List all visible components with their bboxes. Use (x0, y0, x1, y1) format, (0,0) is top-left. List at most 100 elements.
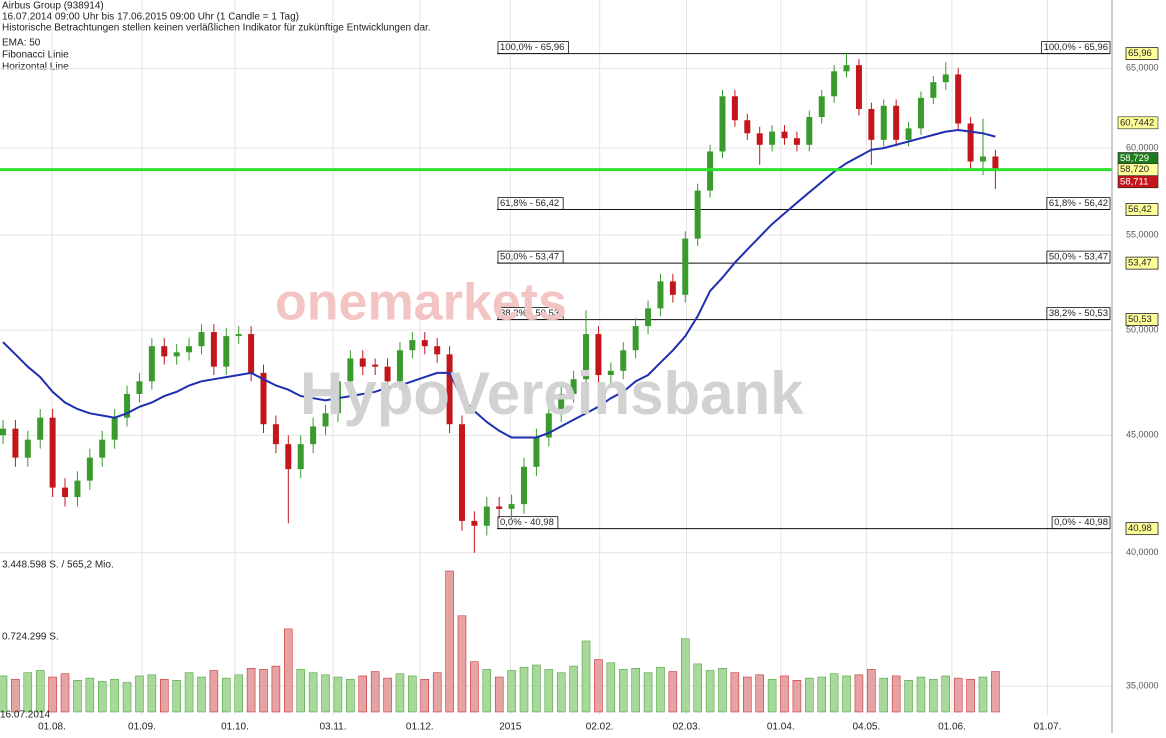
candle-body (86, 457, 93, 481)
candle-body (793, 138, 800, 145)
candle-body (955, 74, 962, 124)
candle-body (917, 97, 924, 129)
volume-bar (966, 678, 975, 713)
candle-body (868, 108, 875, 140)
axis-box (1125, 47, 1159, 61)
candle-body (632, 326, 639, 351)
volume-bar (519, 666, 529, 713)
volume-bar (730, 672, 740, 713)
fibonacci-label: 50,0% - 53,47 (1049, 252, 1108, 263)
candle-body (310, 426, 317, 445)
legend-ema: EMA: 50 (2, 38, 41, 49)
volume-label: 3.448.598 S. / 565,2 Mio. (2, 560, 114, 571)
candle-body (24, 439, 31, 458)
candle-body (843, 65, 850, 72)
candle-body (421, 340, 428, 347)
x-tick-label: 01.06. (938, 722, 966, 733)
candle-body (694, 190, 701, 239)
price-marker-label: 60,7442 (1120, 117, 1154, 128)
volume-bar (891, 675, 901, 713)
volume-bar (296, 669, 305, 713)
fibonacci-label-box (497, 250, 564, 264)
candle-body (831, 71, 838, 97)
watermark: HypoVereinsbank (300, 360, 804, 427)
candle-body (0, 428, 6, 436)
volume-bar (246, 668, 256, 713)
volume-bar (780, 675, 789, 713)
volume-bar (929, 678, 938, 713)
fibonacci-label-box (497, 516, 559, 530)
candle-body (719, 96, 726, 152)
fibonacci-label: 0,0% - 40,98 (1054, 517, 1108, 528)
y-tick-label: 45,0000 (1126, 430, 1159, 440)
candle-body (682, 238, 689, 295)
legend-horizontal: Horizontal Line (2, 62, 69, 73)
candle-body (545, 413, 552, 438)
volume-bar (556, 672, 566, 713)
volume-bar (97, 681, 107, 713)
candle-body (186, 346, 193, 353)
candle-body (359, 358, 366, 367)
volume-bar (681, 638, 690, 713)
price-marker (1117, 116, 1159, 130)
candle-body (161, 346, 168, 357)
candle-body (148, 346, 155, 382)
volume-bar (73, 680, 82, 713)
candle-body (942, 74, 949, 83)
candle-body (533, 437, 540, 467)
candle-body (99, 439, 106, 458)
volume-bar (110, 678, 119, 713)
volume-bar (370, 671, 380, 713)
candle-body (434, 346, 441, 355)
volume-bar (85, 677, 95, 713)
candle-body (583, 334, 590, 380)
candle-body (669, 281, 676, 295)
volume-bar (346, 678, 355, 713)
candle-body (248, 334, 255, 373)
candle-body (173, 352, 180, 357)
fibonacci-label: 38,2% - 50,53 (500, 308, 559, 319)
volume-bar (160, 678, 169, 713)
volume-bar (718, 668, 727, 713)
candle-body (322, 413, 329, 427)
volume-bar (805, 677, 814, 713)
candle-body (12, 428, 19, 458)
candle-body (967, 123, 974, 162)
volume-bar (135, 675, 144, 713)
x-tick-label: 2015 (499, 722, 522, 733)
volume-bar (792, 680, 802, 713)
fibonacci-label-box (1051, 516, 1111, 530)
axis-box (1125, 256, 1159, 270)
volume-label: 0.724.299 S. (2, 632, 59, 643)
volume-bar (606, 662, 616, 713)
y-tick-label: 60,0000 (1126, 143, 1159, 153)
volume-bar (184, 672, 194, 713)
volume-bar (755, 674, 764, 713)
fibonacci-label: 61,8% - 56,42 (500, 198, 559, 209)
fibonacci-label-box (497, 307, 564, 320)
volume-bar (122, 682, 132, 713)
volume-bar (817, 676, 826, 713)
volume-bar (705, 670, 715, 713)
x-tick-label: 01.12. (406, 722, 434, 733)
volume-bar (854, 674, 864, 713)
volume-bar (482, 669, 492, 713)
candle-body (210, 332, 217, 367)
candle-body (979, 156, 986, 162)
volume-bar (643, 672, 653, 713)
candle-body (595, 334, 602, 376)
candle-body (260, 372, 267, 425)
price-marker-label: 58,729 (1120, 153, 1149, 164)
volume-bar (35, 670, 45, 713)
volume-bar (631, 668, 640, 713)
volume-bar (656, 666, 665, 713)
candle-body (645, 308, 652, 327)
volume-bar (48, 676, 57, 713)
subtitle: 16.07.2014 09:00 Uhr bis 17.06.2015 09:0… (2, 12, 299, 23)
volume-bar (544, 669, 554, 713)
volume-bar (383, 677, 392, 713)
volume-bar (829, 673, 839, 713)
volume-bar (457, 615, 467, 713)
candle-body (223, 336, 230, 367)
price-marker-label: 58,711 (1120, 176, 1148, 187)
